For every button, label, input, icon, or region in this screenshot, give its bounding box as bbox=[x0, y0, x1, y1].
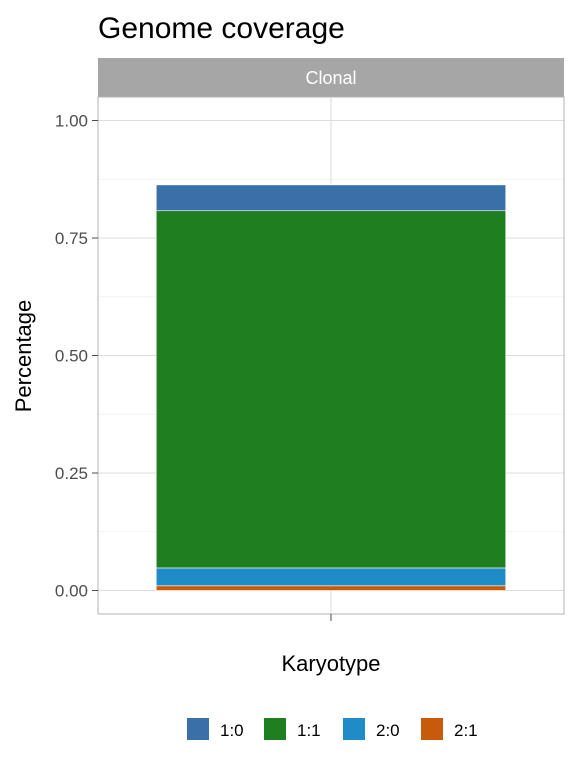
y-tick-label: 1.00 bbox=[55, 112, 88, 131]
legend-label: 1:0 bbox=[220, 721, 244, 740]
y-tick-label: 0.75 bbox=[55, 229, 88, 248]
legend-label: 2:1 bbox=[454, 721, 478, 740]
legend-label: 1:1 bbox=[297, 721, 321, 740]
y-tick-label: 0.50 bbox=[55, 347, 88, 366]
bar-segment-2-0 bbox=[156, 568, 506, 586]
y-axis: 0.00 0.25 0.50 0.75 1.00 bbox=[55, 112, 98, 601]
bar-stack bbox=[156, 185, 506, 591]
y-tick-label: 0.00 bbox=[55, 582, 88, 601]
legend-key-2-0 bbox=[343, 718, 365, 740]
facet-strip-label: Clonal bbox=[305, 68, 356, 88]
legend-key-1-0 bbox=[187, 718, 209, 740]
bar-segment-2-1 bbox=[156, 586, 506, 591]
y-axis-title: Percentage bbox=[11, 300, 36, 413]
y-tick-label: 0.25 bbox=[55, 464, 88, 483]
legend-label: 2:0 bbox=[376, 721, 400, 740]
chart-title: Genome coverage bbox=[98, 12, 345, 45]
legend-key-1-1 bbox=[264, 718, 286, 740]
bar-segment-1-1 bbox=[156, 211, 506, 568]
legend: 1:0 1:1 2:0 2:1 bbox=[187, 718, 478, 740]
x-axis-title: Karyotype bbox=[281, 651, 380, 676]
facet-strip: Clonal bbox=[98, 58, 564, 97]
bar-segment-1-0 bbox=[156, 185, 506, 211]
legend-key-2-1 bbox=[421, 718, 443, 740]
